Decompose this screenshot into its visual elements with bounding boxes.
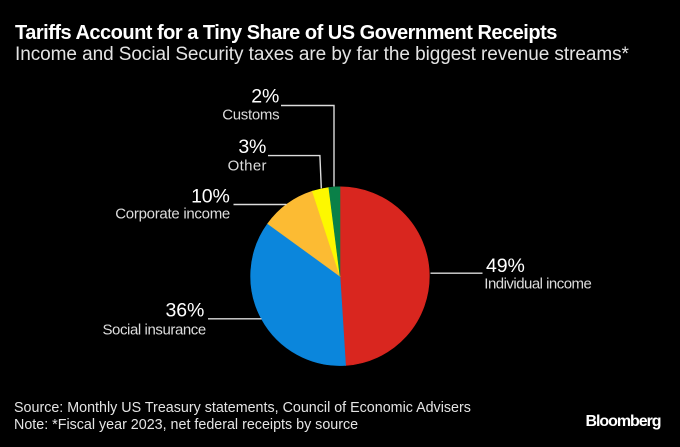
svg-text:Social insurance: Social insurance [102,322,205,339]
svg-text:10%: 10% [191,185,230,207]
svg-text:Corporate income: Corporate income [115,206,230,223]
svg-text:36%: 36% [165,299,204,321]
svg-text:Other: Other [228,158,267,175]
svg-text:49%: 49% [486,255,525,277]
svg-text:2%: 2% [251,86,279,108]
svg-text:Individual income: Individual income [484,276,591,293]
svg-text:3%: 3% [238,136,266,158]
svg-text:Customs: Customs [222,107,279,124]
